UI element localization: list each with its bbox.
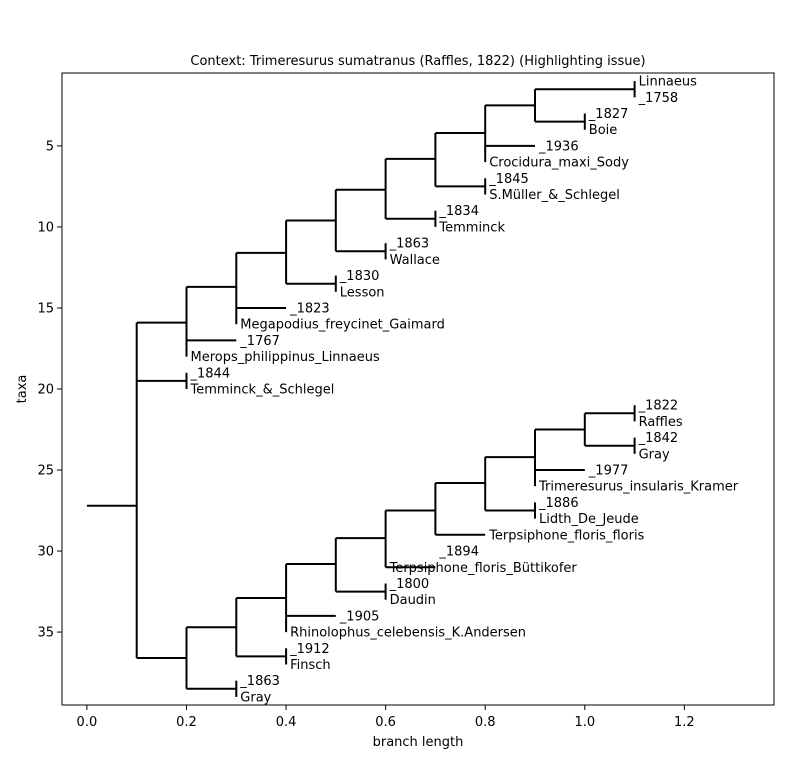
leaf-label: Terpsiphone_floris_floris: [488, 528, 644, 543]
leaf-label: _1863: [239, 674, 280, 689]
leaf-label: Temminck: [438, 220, 505, 235]
leaf-label: _1758: [638, 91, 679, 106]
y-tick-label: 5: [46, 139, 54, 154]
leaf-label: Gray: [240, 690, 271, 705]
x-tick-label: 0.8: [475, 715, 496, 730]
leaf-label: Temminck_&_Schlegel: [190, 383, 335, 398]
y-axis: 5 10 15 20 25 30 35: [37, 139, 62, 641]
leaf-label: _1936: [538, 139, 579, 154]
leaf-label: S.Müller_&_Schlegel: [489, 188, 620, 203]
leaf-label: Finsch: [290, 658, 331, 673]
y-tick-label: 35: [37, 626, 54, 641]
leaf-label: Megapodius_freycinet_Gaimard: [240, 318, 445, 333]
x-tick-label: 0.4: [276, 715, 297, 730]
leaf-label: _1834: [438, 204, 479, 219]
y-axis-label: taxa: [15, 375, 30, 404]
leaf-label: _1842: [638, 431, 679, 446]
leaf-label: Crocidura_maxi_Sody: [489, 156, 629, 171]
leaf-label: Lesson: [340, 285, 385, 300]
leaf-label: _1800: [389, 577, 430, 592]
leaf-label: _1977: [588, 464, 629, 479]
y-tick-label: 15: [37, 301, 54, 316]
leaf-label: _1767: [239, 334, 280, 349]
leaf-label: Boie: [589, 123, 617, 138]
leaf-label: _1886: [538, 496, 579, 511]
leaf-label: _1894: [438, 545, 479, 560]
leaf-label: Terpsiphone_floris_Büttikofer: [389, 561, 578, 576]
y-tick-label: 25: [37, 464, 54, 479]
x-tick-label: 0.0: [77, 715, 98, 730]
leaf-label: _1912: [289, 642, 330, 657]
x-tick-label: 0.6: [375, 715, 396, 730]
leaf-label: _1844: [190, 366, 231, 381]
leaf-label: Rhinolophus_celebensis_K.Andersen: [290, 626, 526, 641]
x-tick-label: 1.0: [574, 715, 595, 730]
leaf-label: Lidth_De_Jeude: [539, 512, 639, 527]
x-axis: 0.0 0.2 0.4 0.6 0.8 1.0 1.2: [77, 705, 695, 730]
leaf-label: _1823: [289, 302, 330, 317]
y-tick-label: 10: [37, 220, 54, 235]
leaf-label: Wallace: [390, 253, 440, 268]
leaf-label: _1845: [488, 172, 529, 187]
leaf-label: _1863: [389, 237, 430, 252]
leaf-label: Merops_philippinus_Linnaeus: [191, 350, 380, 365]
leaf-label: Trimeresurus_insularis_Kramer: [538, 480, 739, 495]
leaf-label: Gray: [639, 447, 670, 462]
x-tick-label: 1.2: [674, 715, 695, 730]
leaf-label: Linnaeus: [639, 75, 698, 90]
plot-frame: [61, 72, 775, 706]
leaf-label: _1905: [339, 609, 380, 624]
y-tick-label: 30: [37, 545, 54, 560]
leaf-label: _1830: [339, 269, 380, 284]
leaf-label: _1822: [638, 399, 679, 414]
leaf-label: Raffles: [639, 415, 683, 430]
x-axis-label: branch length: [373, 735, 464, 750]
y-tick-label: 20: [37, 383, 54, 398]
tree-branches: [86, 81, 636, 697]
chart-title: Context: Trimeresurus sumatranus (Raffle…: [190, 54, 645, 69]
x-tick-label: 0.2: [176, 715, 197, 730]
leaf-label: _1827: [588, 107, 629, 122]
leaf-label: Daudin: [390, 593, 436, 608]
